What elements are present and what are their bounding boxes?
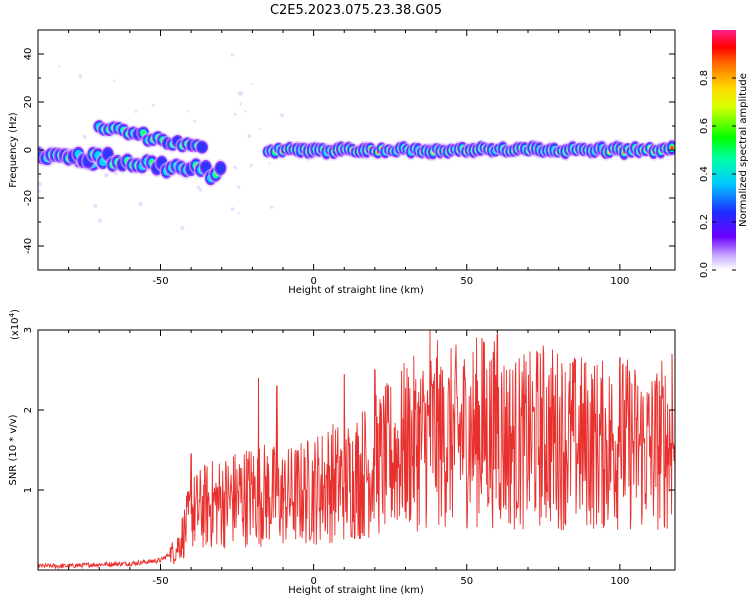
colorbar-tick-label: 0.0 (699, 262, 710, 278)
spectrogram-speck (233, 165, 237, 170)
spectrogram-speck (230, 207, 235, 211)
snr-x-tick-label: 0 (310, 576, 316, 587)
spectrogram-y-tick-label: 0 (23, 147, 34, 153)
spectrogram-speck (151, 104, 155, 108)
spectrogram-y-label: Frequency (Hz) (8, 112, 19, 188)
spectrogram-speck (247, 134, 252, 139)
snr-x-label: Height of straight line (km) (288, 585, 424, 596)
snr-x-tick-label: -50 (152, 576, 168, 587)
spectrogram-heatmap (38, 53, 675, 231)
spectrogram-speck (193, 119, 197, 124)
colorbar-tick-label: 0.6 (699, 118, 710, 134)
spectrogram-speck (187, 110, 190, 113)
spectrogram-y-tick-label: -40 (23, 238, 34, 254)
spectrogram-speck (230, 53, 234, 57)
spectrogram-speck (38, 189, 41, 193)
colorbar-tick-label: 0.8 (699, 70, 710, 86)
snr-x-ticks: -50 0 50 100 (37, 330, 651, 587)
spectrogram-y-tick-label: -20 (23, 190, 34, 206)
spectrogram-speck (57, 65, 61, 68)
spectrogram-upper-branch (197, 142, 207, 153)
spectrogram-speck (237, 91, 243, 96)
spectrogram-x-tick-label: -50 (152, 276, 168, 287)
spectrogram-stable-line (670, 145, 674, 150)
spectrogram-speck (104, 172, 109, 178)
snr-x-tick-label: 50 (460, 576, 473, 587)
snr-y-tick-label: 2 (23, 407, 34, 413)
spectrogram-speck (93, 203, 98, 209)
spectrogram-speck (259, 127, 262, 130)
colorbar-label: Normalized spectral amplitude (738, 73, 749, 227)
spectrogram-x-label: Height of straight line (km) (288, 285, 424, 296)
spectrogram-panel: -50 0 50 100 -40 -20 0 20 40 Height of straight… (8, 29, 676, 296)
spectrogram-x-tick-label: 50 (460, 276, 473, 287)
spectrogram-lower-branch (215, 162, 226, 174)
spectrogram-speck (279, 113, 285, 118)
snr-y-label: SNR (10 * v/v) (8, 414, 19, 485)
spectrogram-x-tick-label: 100 (610, 276, 629, 287)
snr-x-tick-label: 100 (610, 576, 629, 587)
snr-scale-label: (x104) (8, 309, 21, 340)
snr-y-tick-label: 3 (23, 327, 34, 333)
spectrogram-speck (250, 82, 253, 86)
spectrogram-y-ticks: -40 -20 0 20 40 (23, 29, 675, 271)
snr-panel: -50 0 50 100 1 2 3 Height of straight line (k… (8, 309, 676, 596)
spectrogram-speck (97, 218, 102, 223)
spectrogram-speck (38, 182, 43, 187)
spectrogram-speck (198, 188, 203, 192)
colorbar-ticks: 0.0 0.2 0.4 0.6 0.8 (699, 70, 736, 278)
spectrogram-speck (82, 134, 87, 139)
spectrogram-speck (134, 110, 138, 114)
spectrogram-speck (236, 185, 241, 189)
snr-frame (37, 329, 676, 571)
spectrogram-speck (112, 79, 116, 83)
spectrogram-speck (237, 211, 241, 215)
snr-y-tick-label: 1 (23, 487, 34, 493)
spectrogram-x-tick-label: 0 (310, 276, 316, 287)
colorbar-gradient (712, 30, 736, 270)
snr-series (38, 330, 675, 570)
spectrogram-speck (180, 226, 185, 231)
spectrogram-speck (233, 112, 237, 116)
spectrogram-speck (138, 201, 143, 207)
spectrogram-speck (270, 205, 274, 210)
spectrogram-speck (78, 74, 83, 79)
spectrogram-x-ticks: -50 0 50 100 (37, 30, 651, 287)
spectrogram-speck (249, 163, 253, 168)
snr-line (38, 330, 675, 570)
spectrogram-speck (244, 110, 247, 113)
colorbar-tick-label: 0.4 (699, 166, 710, 182)
spectrogram-y-tick-label: 20 (23, 96, 34, 109)
spectrogram-speck (239, 102, 243, 106)
colorbar-tick-label: 0.2 (699, 214, 710, 230)
spectrogram-speck (196, 185, 201, 190)
chart-title: C2E5.2023.075.23.38.G05 (270, 3, 442, 18)
snr-y-ticks: 1 2 3 (23, 327, 675, 493)
spectrogram-y-tick-label: 40 (23, 48, 34, 61)
colorbar: 0.0 0.2 0.4 0.6 0.8 Normalized spectral ampl… (699, 30, 749, 278)
spectrogram-speck (268, 162, 271, 165)
